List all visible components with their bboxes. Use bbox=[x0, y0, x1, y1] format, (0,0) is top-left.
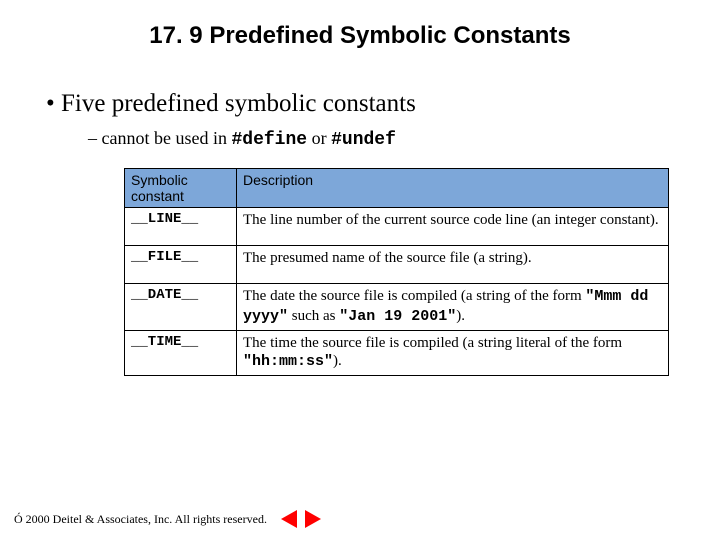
cell-desc-file: The presumed name of the source file (a … bbox=[237, 246, 669, 284]
bullet2-code-undef: #undef bbox=[331, 130, 396, 150]
desc-date-pre: The date the source file is compiled (a … bbox=[243, 288, 585, 304]
desc-time-pre: The time the source file is compiled (a … bbox=[243, 335, 622, 351]
next-arrow-icon[interactable] bbox=[305, 510, 321, 528]
bullet2-code-define: #define bbox=[231, 130, 307, 150]
cell-desc-line: The line number of the current source co… bbox=[237, 208, 669, 246]
desc-time-post: ). bbox=[333, 353, 342, 369]
header-col1-line1: Symbolic bbox=[131, 172, 188, 188]
header-symbolic-constant: Symbolic constant bbox=[125, 169, 237, 208]
cell-sym-file: __FILE__ bbox=[125, 246, 237, 284]
cell-sym-line: __LINE__ bbox=[125, 208, 237, 246]
table-row: __TIME__ The time the source file is com… bbox=[125, 330, 669, 376]
bullet2-text-mid: or bbox=[307, 128, 331, 148]
bullet-level2: cannot be used in #define or #undef bbox=[46, 128, 650, 150]
cell-sym-time: __TIME__ bbox=[125, 330, 237, 376]
content-region: Five predefined symbolic constants canno… bbox=[0, 90, 720, 376]
cell-sym-date: __DATE__ bbox=[125, 284, 237, 331]
slide-title: 17. 9 Predefined Symbolic Constants bbox=[0, 0, 720, 90]
header-col1-line2: constant bbox=[131, 188, 184, 204]
prev-arrow-icon[interactable] bbox=[281, 510, 297, 528]
desc-time-code1: "hh:mm:ss" bbox=[243, 353, 333, 370]
header-description: Description bbox=[237, 169, 669, 208]
cell-desc-time: The time the source file is compiled (a … bbox=[237, 330, 669, 376]
desc-date-code2: "Jan 19 2001" bbox=[339, 308, 456, 325]
desc-date-post: ). bbox=[456, 308, 465, 324]
desc-date-mid: such as bbox=[288, 308, 339, 324]
copyright-text: Ó 2000 Deitel & Associates, Inc. All rig… bbox=[14, 512, 267, 527]
bullet2-text-prefix: cannot be used in bbox=[102, 128, 232, 148]
footer: Ó 2000 Deitel & Associates, Inc. All rig… bbox=[14, 510, 321, 528]
table-row: __FILE__ The presumed name of the source… bbox=[125, 246, 669, 284]
nav-arrows bbox=[281, 510, 321, 528]
bullet-level1: Five predefined symbolic constants bbox=[46, 90, 650, 118]
constants-table: Symbolic constant Description __LINE__ T… bbox=[124, 168, 669, 376]
table-header-row: Symbolic constant Description bbox=[125, 169, 669, 208]
table-row: __DATE__ The date the source file is com… bbox=[125, 284, 669, 331]
cell-desc-date: The date the source file is compiled (a … bbox=[237, 284, 669, 331]
table-row: __LINE__ The line number of the current … bbox=[125, 208, 669, 246]
